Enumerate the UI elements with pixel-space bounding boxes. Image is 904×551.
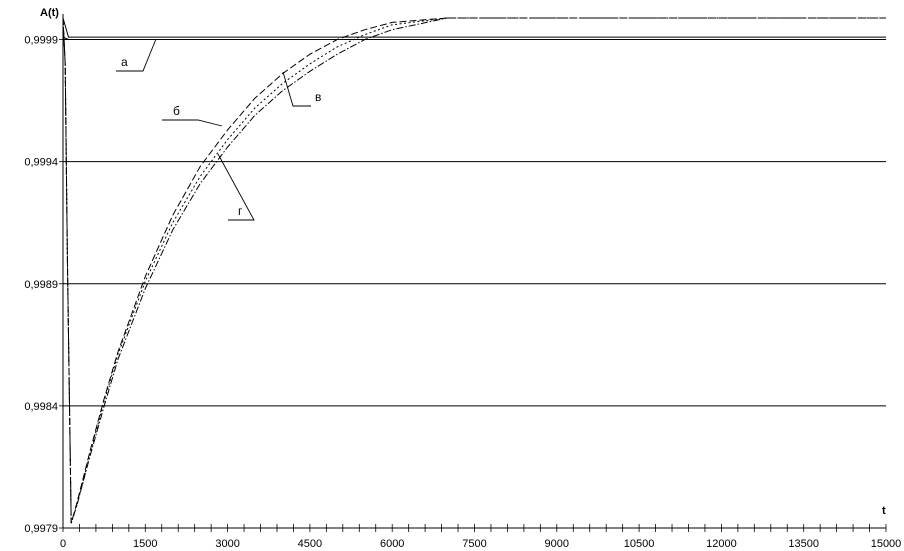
x-tick-label: 4500 bbox=[298, 538, 322, 550]
leader-line bbox=[162, 119, 223, 127]
curve-labels: а б в г bbox=[116, 38, 321, 221]
x-tick-label: 6000 bbox=[380, 538, 404, 550]
x-tick-label: 13500 bbox=[788, 538, 819, 550]
series-line-г bbox=[62, 17, 886, 524]
series-line-б bbox=[62, 17, 886, 524]
axes bbox=[62, 14, 886, 529]
grid-lines bbox=[63, 39, 886, 407]
y-tick-label: 0,9989 bbox=[24, 279, 58, 291]
x-tick-label: 15000 bbox=[871, 538, 902, 550]
x-tick-label: 9000 bbox=[545, 538, 569, 550]
series-line-а bbox=[62, 36, 886, 40]
y-tick-label: 0,9979 bbox=[24, 523, 58, 535]
x-axis-ticks: 0 1500 3000 4500 6000 7500 9000 10500 12000 13500… bbox=[60, 524, 901, 550]
x-tick-label: 10500 bbox=[624, 538, 655, 550]
series-lines bbox=[62, 17, 886, 524]
x-axis-title: t bbox=[882, 505, 886, 517]
y-tick-label: 0,9999 bbox=[24, 35, 58, 47]
x-tick-label: 3000 bbox=[215, 538, 239, 550]
leader-line bbox=[282, 71, 311, 107]
series-line-в bbox=[62, 17, 886, 524]
x-tick-label: 7500 bbox=[462, 538, 486, 550]
x-tick-label: 0 bbox=[60, 538, 66, 550]
y-axis-ticks: 0,9979 0,9984 0,9989 0,9994 0,9999 bbox=[24, 35, 63, 535]
series-line-а bbox=[62, 17, 886, 38]
leader-line bbox=[116, 38, 157, 72]
y-tick-label: 0,9984 bbox=[24, 401, 58, 413]
curve-label: в bbox=[315, 90, 321, 104]
y-tick-label: 0,9994 bbox=[24, 157, 58, 169]
x-tick-label: 12000 bbox=[706, 538, 737, 550]
leader-line bbox=[217, 153, 255, 221]
curve-label: б bbox=[173, 104, 180, 118]
x-tick-label: 1500 bbox=[133, 538, 157, 550]
y-axis-title: A(t) bbox=[40, 7, 59, 19]
curve-label: а bbox=[121, 55, 128, 69]
curve-label: г bbox=[238, 204, 243, 218]
